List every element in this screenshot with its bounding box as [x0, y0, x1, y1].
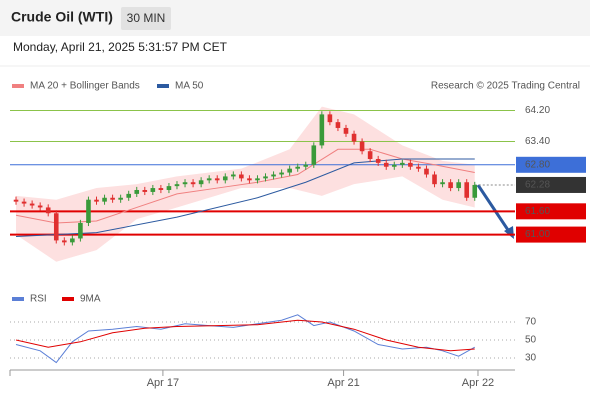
candle-body — [440, 182, 445, 185]
candle-body — [448, 182, 453, 189]
candle-body — [37, 205, 43, 208]
candle-body — [102, 197, 107, 202]
level-badge — [516, 176, 586, 193]
candle-body — [45, 207, 51, 214]
legend-label: MA 20 + Bollinger Bands — [30, 81, 140, 92]
timeframe-badge — [121, 7, 171, 30]
legend-label: MA 50 — [175, 81, 204, 92]
candle-body — [391, 164, 397, 167]
candle-body — [263, 176, 268, 179]
y-tick-label: 70 — [525, 317, 537, 328]
candle-body — [472, 184, 478, 198]
candle-body — [351, 133, 357, 142]
candle-body — [94, 199, 99, 202]
date: Monday, April 21, 2025 5:31:57 PM CET — [13, 40, 228, 54]
level-badge — [516, 226, 586, 243]
candle-body — [247, 178, 252, 181]
candle-body — [464, 182, 470, 198]
candle-body — [311, 145, 317, 165]
level-label: 63.40 — [525, 136, 550, 147]
y-tick-label: 30 — [525, 353, 537, 364]
candle-body — [271, 174, 276, 177]
candle-body — [166, 186, 172, 190]
x-tick-label: Apr 21 — [327, 377, 359, 389]
candle-body — [416, 166, 421, 169]
level-label: 62.28 — [525, 180, 550, 191]
candle-body — [158, 188, 164, 190]
candle-body — [383, 162, 389, 167]
level-badge — [516, 203, 586, 220]
candle-body — [432, 174, 437, 185]
x-tick-label: Apr 17 — [147, 377, 179, 389]
level-label: 61.00 — [525, 229, 550, 240]
candle-body — [206, 178, 212, 181]
candle-body — [198, 180, 204, 185]
candle-body — [70, 238, 75, 243]
legend-swatch — [12, 297, 24, 301]
candle-body — [408, 162, 413, 167]
candle-body — [231, 174, 236, 177]
candle-body — [279, 172, 284, 175]
candle-body — [214, 178, 220, 181]
arrow-head — [504, 226, 514, 239]
header-bar — [0, 0, 590, 36]
timeframe: 30 MIN — [127, 11, 166, 25]
candle-body — [126, 193, 131, 198]
candle-body — [190, 182, 196, 185]
candle-body — [400, 162, 405, 165]
candle-body — [343, 127, 349, 134]
candle-body — [13, 199, 19, 202]
candle-body — [78, 222, 83, 239]
indicator-line — [15, 319, 475, 352]
x-tick-label: Apr 22 — [462, 377, 494, 389]
candle-body — [239, 174, 244, 179]
level-badge — [516, 156, 586, 173]
credit: Research © 2025 Trading Central — [431, 81, 580, 92]
legend-label: 9MA — [80, 294, 101, 305]
candle-body — [134, 190, 140, 194]
level-label: 64.20 — [525, 105, 550, 116]
candle-body — [359, 141, 365, 152]
candle-body — [142, 190, 148, 192]
candle-body — [295, 166, 301, 169]
moving-average — [15, 158, 475, 238]
candle-body — [255, 178, 260, 181]
candle-body — [367, 151, 373, 159]
candle-body — [303, 164, 309, 167]
candle-body — [319, 114, 325, 146]
candle-body — [21, 201, 27, 204]
candle-body — [118, 197, 123, 200]
candle-body — [29, 203, 35, 206]
forecast-arrow — [476, 184, 512, 234]
level-label: 61.60 — [525, 206, 550, 217]
candle-body — [222, 176, 228, 181]
candle-body — [287, 168, 292, 173]
candle-body — [327, 114, 333, 123]
legend-swatch — [62, 297, 74, 301]
legend-swatch — [157, 84, 169, 88]
candle-body — [335, 122, 341, 128]
candle-body — [375, 158, 381, 163]
level-label: 62.80 — [525, 159, 550, 170]
candle-body — [53, 213, 59, 241]
candle-body — [182, 182, 188, 185]
candle-body — [174, 184, 180, 187]
candle-body — [456, 182, 461, 189]
candle-body — [110, 197, 115, 200]
candle-body — [424, 168, 429, 175]
candle-body — [150, 188, 156, 192]
legend-label: RSI — [30, 294, 47, 305]
chart-title: Crude Oil (WTI) — [11, 9, 113, 25]
legend-swatch — [12, 84, 24, 88]
candle-body — [86, 199, 91, 223]
candle-body — [62, 240, 67, 243]
indicator-line — [15, 314, 476, 364]
y-tick-label: 50 — [525, 335, 537, 346]
